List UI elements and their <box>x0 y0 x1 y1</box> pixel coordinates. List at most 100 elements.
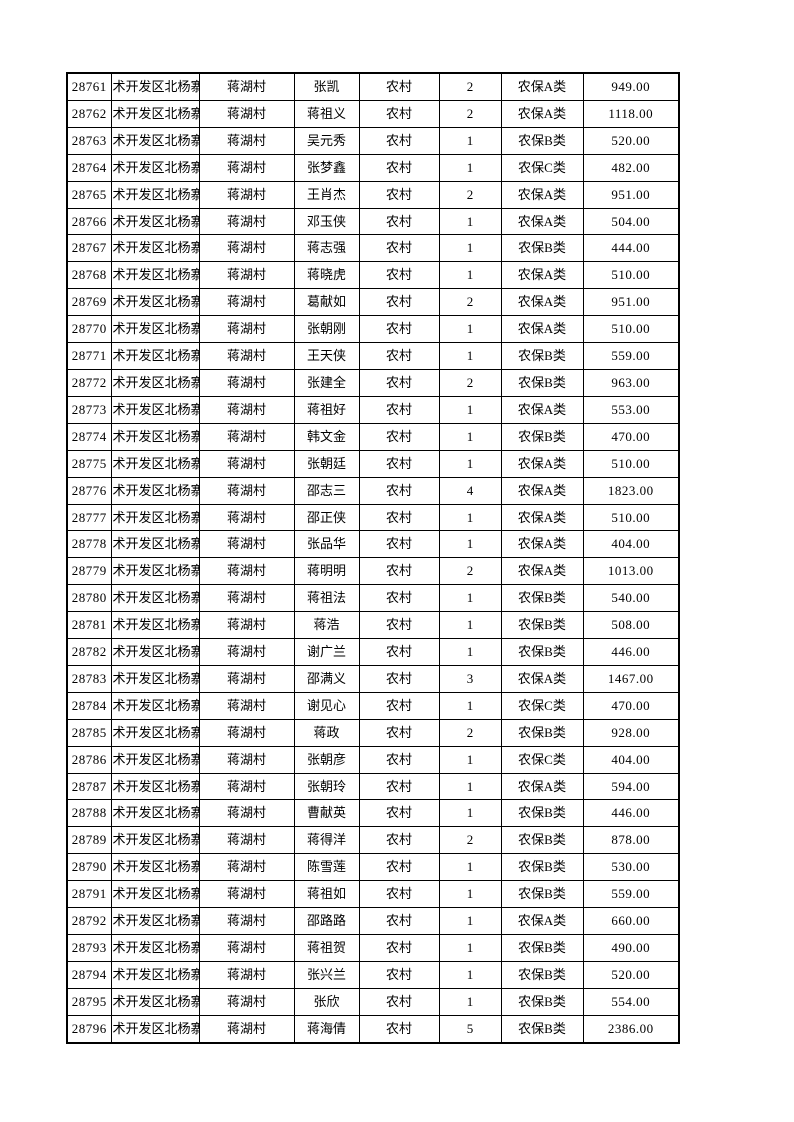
cell-amount: 554.00 <box>582 987 680 1016</box>
district-clipped-text: 术开发区北杨寨 <box>112 428 199 444</box>
table-row: 28773 术开发区北杨寨 蒋湖村 蒋祖好 农村 1 农保A类 553.00 <box>66 395 680 424</box>
cell-count: 2 <box>438 288 502 317</box>
cell-type: 农村 <box>358 907 440 935</box>
cell-id: 28778 <box>66 530 112 559</box>
cell-district: 术开发区北杨寨 <box>110 234 200 263</box>
cell-id: 28779 <box>66 557 112 586</box>
cell-name: 张梦鑫 <box>293 153 360 182</box>
cell-count: 1 <box>438 907 502 935</box>
table-row: 28778 术开发区北杨寨 蒋湖村 张品华 农村 1 农保A类 404.00 <box>66 530 680 559</box>
cell-name: 邵志三 <box>293 476 360 505</box>
district-clipped-text: 术开发区北杨寨 <box>112 778 199 794</box>
cell-village: 蒋湖村 <box>198 288 295 317</box>
district-clipped-text: 术开发区北杨寨 <box>112 1020 199 1036</box>
cell-count: 1 <box>438 395 502 424</box>
cell-amount: 444.00 <box>582 234 680 263</box>
district-clipped-text: 术开发区北杨寨 <box>112 724 199 740</box>
cell-type: 农村 <box>358 611 440 640</box>
cell-name: 陈雪莲 <box>293 853 360 882</box>
table-row: 28790 术开发区北杨寨 蒋湖村 陈雪莲 农村 1 农保B类 530.00 <box>66 853 680 882</box>
district-clipped-text: 术开发区北杨寨 <box>112 213 199 229</box>
cell-type: 农村 <box>358 288 440 317</box>
district-clipped-text: 术开发区北杨寨 <box>112 670 199 686</box>
cell-village: 蒋湖村 <box>198 611 295 640</box>
cell-count: 2 <box>438 99 502 128</box>
cell-village: 蒋湖村 <box>198 1014 295 1044</box>
cell-category: 农保A类 <box>500 449 584 478</box>
cell-village: 蒋湖村 <box>198 960 295 989</box>
cell-name: 蒋海倩 <box>293 1014 360 1044</box>
cell-count: 1 <box>438 745 502 774</box>
district-clipped-text: 术开发区北杨寨 <box>112 563 199 579</box>
district-clipped-text: 术开发区北杨寨 <box>112 966 199 982</box>
table-row: 28794 术开发区北杨寨 蒋湖村 张兴兰 农村 1 农保B类 520.00 <box>66 960 680 989</box>
cell-id: 28791 <box>66 880 112 909</box>
cell-village: 蒋湖村 <box>198 180 295 209</box>
cell-id: 28792 <box>66 907 112 935</box>
cell-type: 农村 <box>358 772 440 801</box>
table-row: 28791 术开发区北杨寨 蒋湖村 蒋祖如 农村 1 农保B类 559.00 <box>66 880 680 909</box>
table-row: 28782 术开发区北杨寨 蒋湖村 谢广兰 农村 1 农保B类 446.00 <box>66 638 680 666</box>
cell-category: 农保B类 <box>500 880 584 909</box>
table-row: 28763 术开发区北杨寨 蒋湖村 吴元秀 农村 1 农保B类 520.00 <box>66 126 680 155</box>
cell-village: 蒋湖村 <box>198 880 295 909</box>
cell-id: 28777 <box>66 503 112 532</box>
cell-district: 术开发区北杨寨 <box>110 745 200 774</box>
table-row: 28780 术开发区北杨寨 蒋湖村 蒋祖法 农村 1 农保B类 540.00 <box>66 584 680 613</box>
table-row: 28774 术开发区北杨寨 蒋湖村 韩文金 农村 1 农保B类 470.00 <box>66 422 680 451</box>
cell-category: 农保A类 <box>500 180 584 209</box>
cell-district: 术开发区北杨寨 <box>110 503 200 532</box>
cell-type: 农村 <box>358 315 440 344</box>
cell-id: 28766 <box>66 207 112 236</box>
cell-amount: 404.00 <box>582 745 680 774</box>
cell-count: 1 <box>438 638 502 666</box>
cell-id: 28793 <box>66 934 112 962</box>
cell-count: 2 <box>438 718 502 747</box>
cell-amount: 951.00 <box>582 180 680 209</box>
cell-amount: 504.00 <box>582 207 680 236</box>
cell-id: 28787 <box>66 772 112 801</box>
district-clipped-text: 术开发区北杨寨 <box>112 455 199 471</box>
cell-name: 张朝彦 <box>293 745 360 774</box>
cell-name: 蒋晓虎 <box>293 261 360 290</box>
table-row: 28770 术开发区北杨寨 蒋湖村 张朝刚 农村 1 农保A类 510.00 <box>66 315 680 344</box>
cell-category: 农保A类 <box>500 207 584 236</box>
cell-id: 28790 <box>66 853 112 882</box>
table-row: 28765 术开发区北杨寨 蒋湖村 王肖杰 农村 2 农保A类 951.00 <box>66 180 680 209</box>
cell-amount: 470.00 <box>582 422 680 451</box>
cell-count: 1 <box>438 449 502 478</box>
district-clipped-text: 术开发区北杨寨 <box>112 294 199 310</box>
cell-district: 术开发区北杨寨 <box>110 72 200 101</box>
cell-category: 农保B类 <box>500 422 584 451</box>
cell-village: 蒋湖村 <box>198 987 295 1016</box>
cell-category: 农保B类 <box>500 611 584 640</box>
cell-count: 1 <box>438 153 502 182</box>
cell-type: 农村 <box>358 72 440 101</box>
cell-name: 蒋得洋 <box>293 826 360 855</box>
cell-name: 曹献英 <box>293 799 360 828</box>
cell-district: 术开发区北杨寨 <box>110 99 200 128</box>
cell-village: 蒋湖村 <box>198 664 295 693</box>
district-clipped-text: 术开发区北杨寨 <box>112 267 199 283</box>
cell-category: 农保A类 <box>500 772 584 801</box>
district-clipped-text: 术开发区北杨寨 <box>112 993 199 1009</box>
cell-district: 术开发区北杨寨 <box>110 315 200 344</box>
cell-type: 农村 <box>358 557 440 586</box>
cell-district: 术开发区北杨寨 <box>110 557 200 586</box>
cell-name: 张品华 <box>293 530 360 559</box>
cell-name: 蒋祖如 <box>293 880 360 909</box>
cell-count: 1 <box>438 987 502 1016</box>
cell-count: 1 <box>438 584 502 613</box>
cell-amount: 508.00 <box>582 611 680 640</box>
cell-amount: 510.00 <box>582 261 680 290</box>
cell-type: 农村 <box>358 530 440 559</box>
cell-count: 5 <box>438 1014 502 1044</box>
cell-name: 邵路路 <box>293 907 360 935</box>
district-clipped-text: 术开发区北杨寨 <box>112 590 199 606</box>
cell-amount: 2386.00 <box>582 1014 680 1044</box>
cell-count: 2 <box>438 557 502 586</box>
cell-category: 农保A类 <box>500 288 584 317</box>
cell-type: 农村 <box>358 234 440 263</box>
cell-district: 术开发区北杨寨 <box>110 395 200 424</box>
cell-village: 蒋湖村 <box>198 907 295 935</box>
